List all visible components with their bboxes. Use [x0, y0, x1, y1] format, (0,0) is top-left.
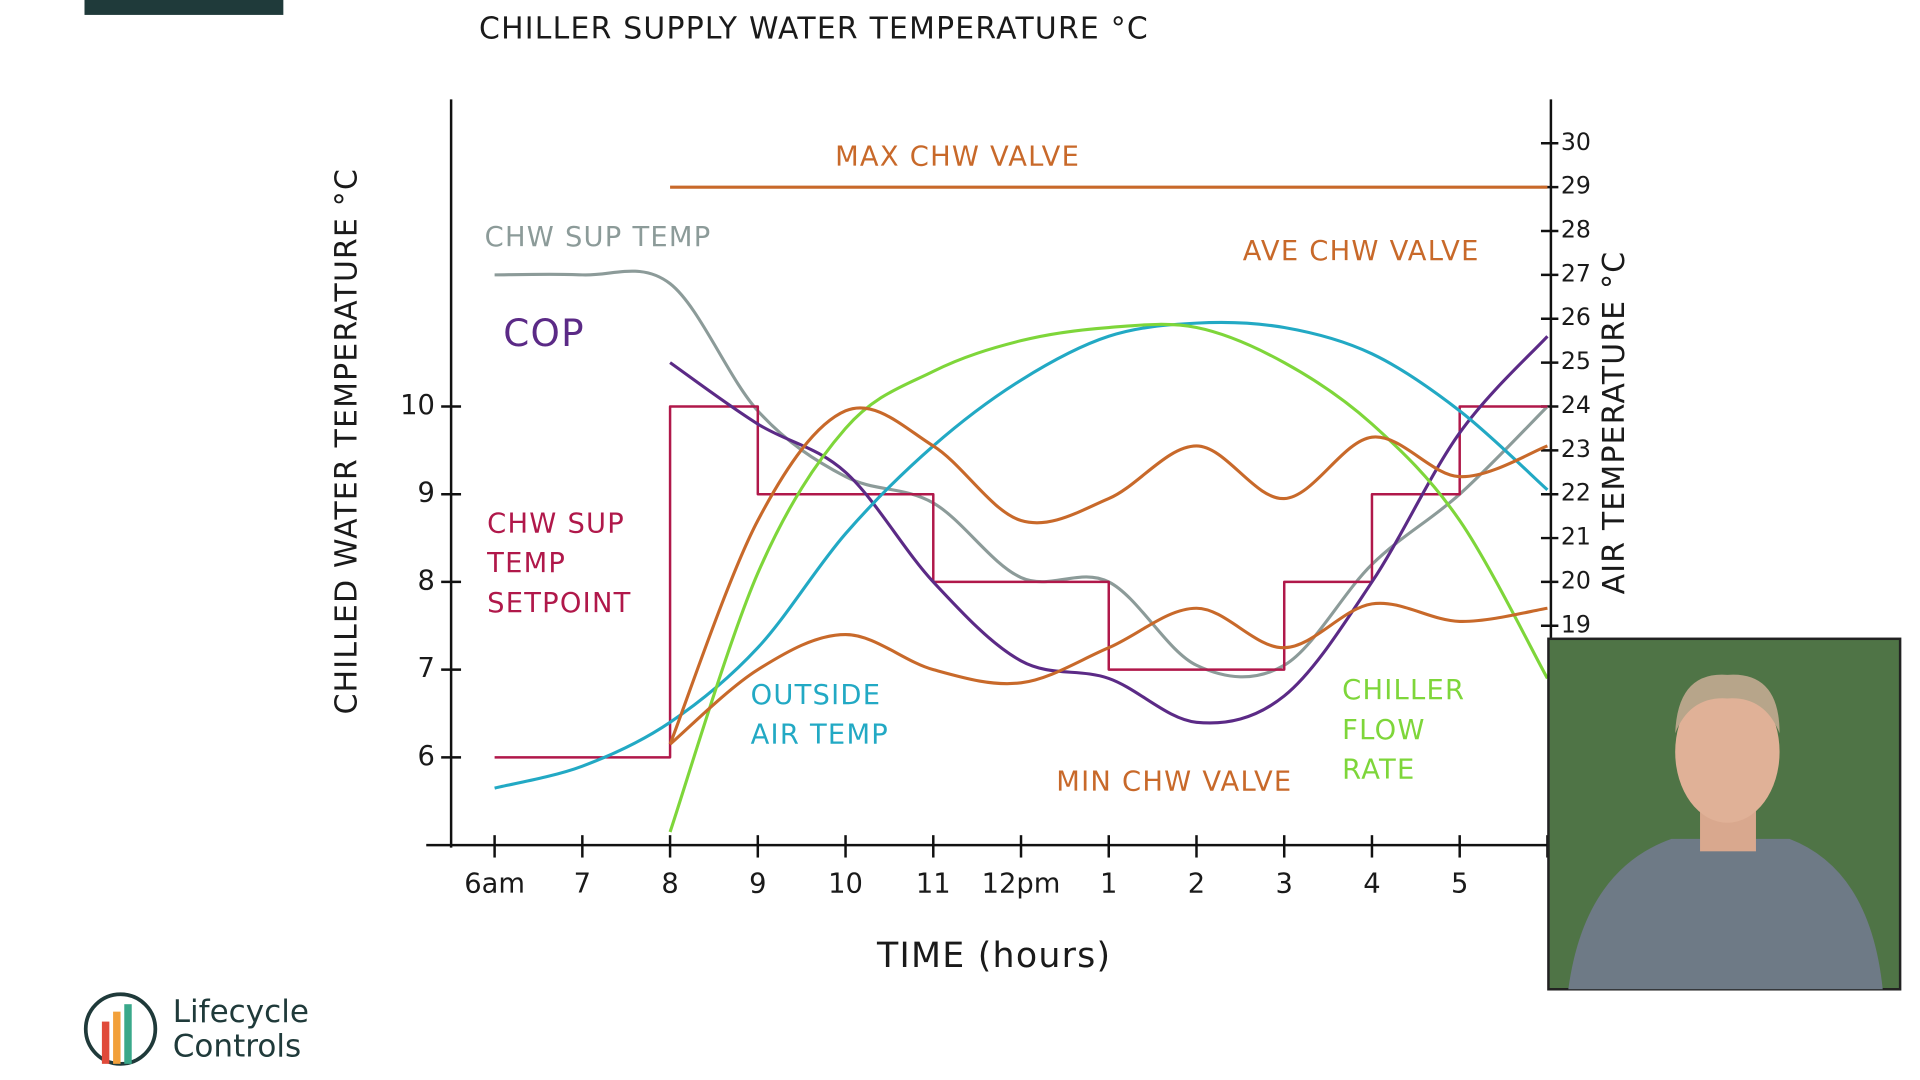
y2-tick-label: 22 — [1561, 479, 1591, 507]
y-tick-label: 6 — [418, 741, 435, 772]
x-tick-label: 6am — [464, 868, 525, 899]
series-line — [494, 320, 1549, 790]
x-tick-label: 11 — [916, 868, 951, 899]
series-line — [494, 269, 1549, 679]
y-tick-label: 10 — [400, 390, 435, 421]
y-axis-label: CHILLED WATER TEMPERATURE °C — [329, 168, 364, 714]
brand-line: Lifecycle — [173, 994, 309, 1030]
series-label: CHW SUP TEMP SETPOINT — [486, 508, 635, 619]
top-bar — [84, 0, 284, 15]
series-line — [494, 405, 1548, 759]
series-label: COP — [503, 311, 585, 355]
x-tick-label: 5 — [1451, 868, 1468, 899]
y-tick-label: 9 — [418, 478, 435, 509]
brand-line: Controls — [173, 1029, 301, 1065]
x-tick-label: 4 — [1363, 868, 1380, 899]
x-tick-label: 12pm — [982, 868, 1061, 899]
logo: Lifecycle Controls — [83, 992, 309, 1066]
x-axis-label: TIME (hours) — [876, 936, 1111, 976]
y2-tick-label: 23 — [1561, 435, 1591, 463]
series-label: MIN CHW VALVE — [1056, 766, 1292, 797]
y2-tick-label: 27 — [1561, 259, 1591, 287]
x-tick-label: 2 — [1188, 868, 1205, 899]
x-tick-label: 3 — [1276, 868, 1293, 899]
hair — [1675, 674, 1780, 734]
x-tick-label: 7 — [574, 868, 591, 899]
y2-axis-label: AIR TEMPERATURE °C — [1597, 251, 1632, 595]
logo-bar — [113, 1011, 121, 1064]
webcam — [1547, 637, 1902, 991]
series-label: OUTSIDE AIR TEMP — [751, 679, 892, 750]
series-line — [668, 322, 1549, 833]
x-tick-label: 8 — [661, 868, 678, 899]
x-tick-label: 10 — [828, 868, 863, 899]
y2-tick-label: 25 — [1561, 347, 1591, 375]
series-label: MAX CHW VALVE — [835, 141, 1080, 172]
y-tick-label: 7 — [418, 653, 435, 684]
series-label: AVE CHW VALVE — [1243, 236, 1480, 267]
y2-tick-label: 20 — [1561, 566, 1591, 594]
y2-tick-label: 26 — [1561, 303, 1591, 331]
series-line — [669, 601, 1548, 746]
series-label: CHILLER FLOW RATE — [1342, 675, 1475, 786]
shirt — [1568, 838, 1883, 990]
y2-tick-label: 29 — [1561, 172, 1591, 200]
y-tick-label: 8 — [418, 565, 435, 596]
series-label: CHW SUP TEMP — [485, 222, 712, 253]
x-tick-label: 1 — [1100, 868, 1117, 899]
series-line — [668, 406, 1548, 745]
y2-tick-label: 24 — [1561, 391, 1591, 419]
y2-tick-label: 28 — [1561, 216, 1591, 244]
y2-tick-label: 19 — [1561, 610, 1591, 638]
y2-tick-label: 21 — [1561, 523, 1591, 551]
series-line — [669, 335, 1549, 725]
y2-tick-label: 30 — [1561, 128, 1591, 156]
logo-bar — [101, 1021, 110, 1064]
x-tick-label: 9 — [749, 868, 766, 899]
chart-title: CHILLER SUPPLY WATER TEMPERATURE °C — [479, 11, 1149, 46]
logo-bar — [124, 1004, 132, 1064]
head — [1675, 681, 1780, 823]
